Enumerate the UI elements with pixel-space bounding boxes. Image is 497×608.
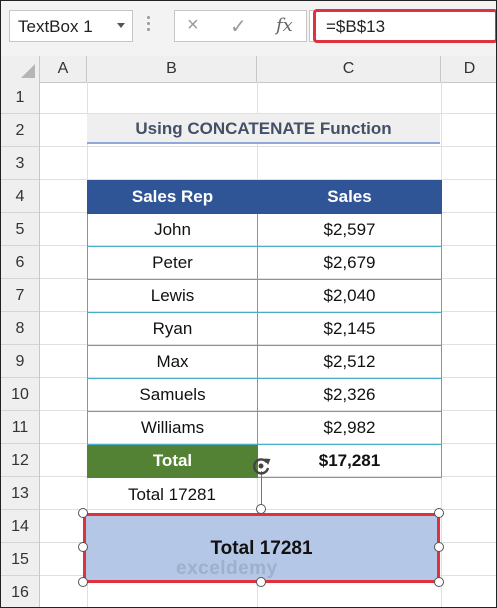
header-sales[interactable]: Sales <box>257 180 442 214</box>
header-sales-rep[interactable]: Sales Rep <box>87 180 258 214</box>
gridline <box>40 146 496 147</box>
insert-function-icon[interactable]: fx <box>276 15 293 36</box>
column-header-a[interactable]: A <box>40 56 87 82</box>
formula-text: =$B$13 <box>326 17 386 36</box>
row-header[interactable]: 9 <box>1 345 39 378</box>
column-header-d[interactable]: D <box>463 60 476 77</box>
dropdown-arrow-icon[interactable] <box>117 23 125 28</box>
row-header[interactable]: 14 <box>1 510 39 543</box>
row-header[interactable]: 10 <box>1 378 39 411</box>
gridline <box>40 113 496 114</box>
row-headers: 1 2 3 4 5 6 7 8 9 10 11 12 13 14 15 16 <box>1 82 40 607</box>
resize-handle-ne[interactable] <box>434 508 444 518</box>
row-header[interactable]: 13 <box>1 477 39 510</box>
column-header-c[interactable]: C <box>257 56 441 82</box>
resize-handle-w[interactable] <box>78 542 88 552</box>
sales-cell[interactable]: $2,679 <box>257 246 442 280</box>
sales-cell[interactable]: $2,145 <box>257 312 442 346</box>
row-header[interactable]: 6 <box>1 246 39 279</box>
total-label-cell[interactable]: Total <box>87 444 258 478</box>
formula-highlight-box <box>313 9 496 43</box>
sales-rep-cell[interactable]: John <box>87 213 258 247</box>
sales-rep-cell[interactable]: Peter <box>87 246 258 280</box>
watermark-logo: exceldemy <box>176 558 278 579</box>
resize-handle-nw[interactable] <box>78 508 88 518</box>
resize-handle-e[interactable] <box>434 542 444 552</box>
table-row: Peter $2,679 <box>87 246 442 280</box>
sales-rep-cell[interactable]: Ryan <box>87 312 258 346</box>
sales-cell[interactable]: $2,326 <box>257 378 442 412</box>
total-value-cell[interactable]: $17,281 <box>257 444 442 478</box>
select-all-corner[interactable] <box>1 56 40 82</box>
resize-handle-s[interactable] <box>256 577 266 587</box>
row-header[interactable]: 16 <box>1 576 39 607</box>
sales-rep-cell[interactable]: Max <box>87 345 258 379</box>
row-header[interactable]: 15 <box>1 543 39 576</box>
row-header[interactable]: 7 <box>1 279 39 312</box>
row-header[interactable]: 8 <box>1 312 39 345</box>
sales-cell[interactable]: $2,982 <box>257 411 442 445</box>
table-row: Ryan $2,145 <box>87 312 442 346</box>
total-row: Total $17,281 <box>87 444 442 478</box>
table-row: Max $2,512 <box>87 345 442 379</box>
table-row: Lewis $2,040 <box>87 279 442 313</box>
grip-dots-icon[interactable] <box>147 16 151 38</box>
name-box[interactable]: TextBox 1 <box>9 10 133 42</box>
enter-check-icon[interactable]: ✓ <box>230 16 247 38</box>
row-header[interactable]: 1 <box>1 82 39 114</box>
gridline <box>40 509 496 510</box>
sales-cell[interactable]: $2,040 <box>257 279 442 313</box>
row-header[interactable]: 11 <box>1 411 39 444</box>
column-header-b[interactable]: B <box>87 56 257 82</box>
sales-cell[interactable]: $2,597 <box>257 213 442 247</box>
row-header[interactable]: 12 <box>1 444 39 477</box>
formula-bar: TextBox 1 × ✓ fx =$B$13 <box>1 1 496 56</box>
sales-rep-cell[interactable]: Samuels <box>87 378 258 412</box>
formula-input[interactable]: =$B$13 <box>309 10 496 42</box>
resize-handle-sw[interactable] <box>78 577 88 587</box>
sales-table: Sales Rep Sales John $2,597 Peter $2,679 Lew… <box>87 180 442 478</box>
row-header[interactable]: 2 <box>1 114 39 147</box>
formula-buttons: × ✓ fx <box>174 10 307 42</box>
textbox-text: Total 17281 <box>210 538 313 559</box>
cell-b13[interactable]: Total 17281 <box>128 485 216 504</box>
rotate-handle-icon[interactable] <box>250 455 272 477</box>
table-row: John $2,597 <box>87 213 442 247</box>
row-header[interactable]: 5 <box>1 213 39 246</box>
textbox-shape[interactable]: Total 17281 <box>83 513 440 583</box>
sheet-title[interactable]: Using CONCATENATE Function <box>87 114 440 144</box>
resize-handle-se[interactable] <box>434 577 444 587</box>
table-row: Williams $2,982 <box>87 411 442 445</box>
sales-rep-cell[interactable]: Williams <box>87 411 258 445</box>
name-box-value: TextBox 1 <box>18 17 93 36</box>
table-row: Samuels $2,326 <box>87 378 442 412</box>
sales-cell[interactable]: $2,512 <box>257 345 442 379</box>
rotation-handle-line <box>261 471 262 509</box>
resize-handle-n[interactable] <box>256 504 266 514</box>
sales-rep-cell[interactable]: Lewis <box>87 279 258 313</box>
row-header[interactable]: 4 <box>1 180 39 213</box>
column-headers: A B C D <box>1 56 496 83</box>
gridline <box>40 179 496 180</box>
cancel-icon[interactable]: × <box>187 14 199 36</box>
row-header[interactable]: 3 <box>1 147 39 180</box>
